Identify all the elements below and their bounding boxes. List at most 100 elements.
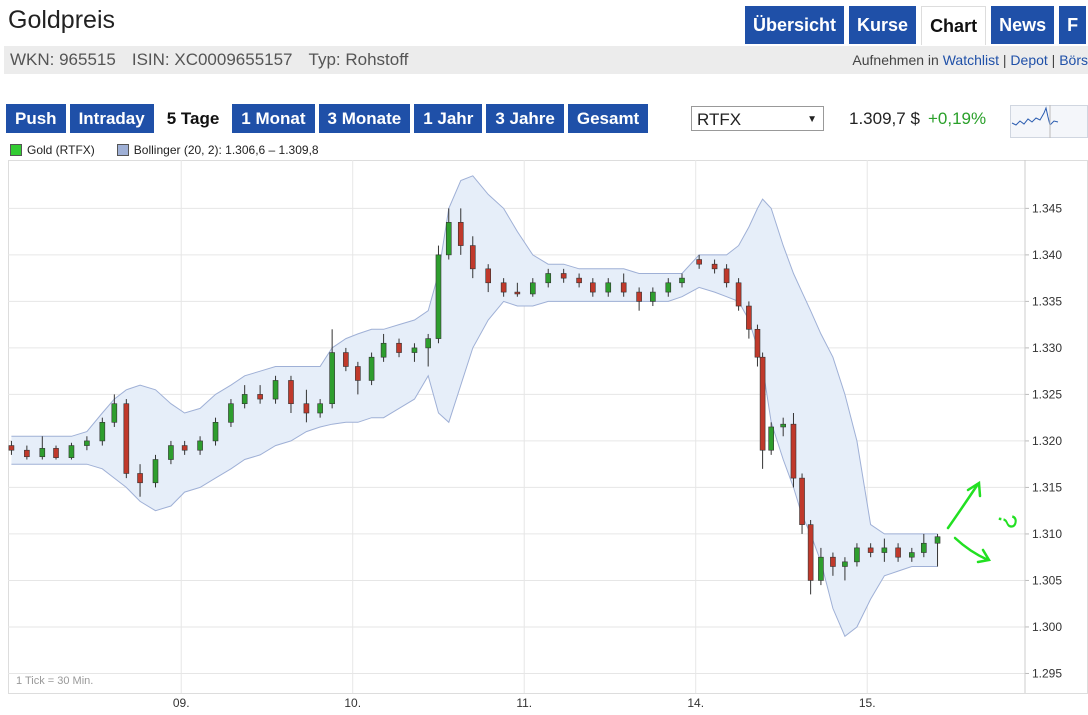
change: +0,19% <box>928 109 987 128</box>
candle-body <box>576 277 582 284</box>
candle-body <box>197 440 203 451</box>
range-button[interactable]: 1 Monat <box>232 104 315 133</box>
chart-frame <box>8 160 1088 694</box>
range-button[interactable]: 3 Jahre <box>486 104 564 133</box>
y-tick-label: 1.325 <box>1032 387 1062 401</box>
candle-body <box>711 263 718 270</box>
nav-tab[interactable]: News <box>991 6 1055 44</box>
candle-body <box>895 547 901 558</box>
annotation-arrow-down <box>953 536 992 564</box>
x-tick-label: 15. <box>859 696 876 710</box>
chart: 1.295 1.300 1.305 1.310 1.315 1.320 1.325 1.330… <box>8 160 1088 710</box>
range-button[interactable]: 5 Tage <box>157 104 229 133</box>
candle-body <box>799 477 805 525</box>
candle-body <box>780 423 786 428</box>
candle-body <box>380 342 387 358</box>
candle-body <box>8 445 15 451</box>
y-tick-label: 1.340 <box>1032 248 1062 262</box>
info-bar <box>4 46 1088 74</box>
info-item: WKN: 965515 <box>10 50 116 69</box>
candle-body <box>111 403 118 423</box>
candle-body <box>560 273 567 279</box>
separator: | <box>1047 52 1060 68</box>
candle-body <box>723 268 730 284</box>
link[interactable]: Depot <box>1010 52 1048 68</box>
candle-body <box>605 282 612 293</box>
x-tick-label: 10. <box>344 696 361 710</box>
candle-body <box>807 524 814 581</box>
price: 1.309,7 $ <box>849 109 920 128</box>
range-button[interactable]: Intraday <box>69 104 154 133</box>
y-tick-label: 1.345 <box>1032 201 1062 215</box>
link[interactable]: Börs <box>1059 52 1088 68</box>
candle-body <box>53 448 59 458</box>
link[interactable]: Watchlist <box>942 52 999 68</box>
candle-body <box>754 328 761 358</box>
candle-body <box>445 222 452 256</box>
range-button[interactable]: Gesamt <box>567 104 649 133</box>
candle-body <box>650 291 656 302</box>
candle-body <box>329 352 335 405</box>
candle-body <box>39 448 46 458</box>
legend-label: Bollinger (20, 2): 1.306,6 – 1.309,8 <box>133 143 319 157</box>
candle-body <box>411 347 418 353</box>
y-tick-label: 1.300 <box>1032 620 1062 634</box>
y-tick-label: 1.330 <box>1032 341 1062 355</box>
candle-body <box>830 556 836 567</box>
annotation-arrow-up <box>946 480 982 530</box>
y-tick-label: 1.315 <box>1032 480 1062 494</box>
candle-body <box>68 445 75 458</box>
nav-tab[interactable]: Chart <box>921 6 987 45</box>
candle-body <box>921 542 927 553</box>
candle-body <box>181 445 188 451</box>
candle-body <box>368 356 375 381</box>
candle-body <box>355 366 361 381</box>
candle-body <box>545 273 552 284</box>
instrument-info: WKN: 965515 ISIN: XC0009655157 Typ: Rohsto… <box>10 50 408 70</box>
y-tick-label: 1.320 <box>1032 434 1062 448</box>
annotation-text: ? <box>992 511 1024 530</box>
candle-body <box>425 338 431 349</box>
candle-body <box>469 245 476 270</box>
candle-body <box>909 552 915 558</box>
mini-chart[interactable] <box>1010 105 1088 138</box>
range-buttons: Push Intraday 5 Tage 1 Monat 3 Monate 1 Jahr 3… <box>6 104 649 133</box>
separator: | <box>999 52 1011 68</box>
range-button[interactable]: Push <box>6 104 66 133</box>
legend-swatch <box>116 144 129 156</box>
candle-body <box>152 459 159 484</box>
info-item: ISIN: XC0009655157 <box>131 50 293 69</box>
x-tick-label: 14. <box>687 696 704 710</box>
candle-body <box>735 282 742 307</box>
nav-tab[interactable]: Kurse <box>849 6 917 44</box>
candle-body <box>396 342 402 353</box>
candle-body <box>529 282 536 295</box>
range-button[interactable]: 3 Monate <box>318 104 411 133</box>
candle-body <box>485 268 492 284</box>
candle-body <box>317 403 323 414</box>
candle-body <box>665 282 672 293</box>
candle-body <box>435 254 442 339</box>
candle-body <box>84 440 90 446</box>
candle-body <box>24 449 30 458</box>
candle-body <box>696 259 702 265</box>
nav-tab[interactable]: F <box>1059 6 1087 44</box>
range-button[interactable]: 1 Jahr <box>414 104 483 133</box>
select-arrow: ▼ <box>807 114 817 125</box>
candle-body <box>303 403 310 414</box>
candle-body <box>272 380 279 400</box>
candle-body <box>636 291 642 302</box>
candle-body <box>679 277 685 284</box>
candle-body <box>123 403 130 474</box>
bollinger-upper <box>11 175 938 535</box>
nav-tab[interactable]: Übersicht <box>745 6 845 44</box>
candle-body <box>590 282 596 293</box>
candle-body <box>137 473 143 484</box>
info-item: Typ: Rohstoff <box>308 50 409 69</box>
candle-body <box>168 445 174 460</box>
candle-body <box>842 561 848 567</box>
candle-body <box>343 352 349 367</box>
candle-body <box>854 547 860 563</box>
exchange-select[interactable]: RTFX ▼ <box>691 106 824 131</box>
